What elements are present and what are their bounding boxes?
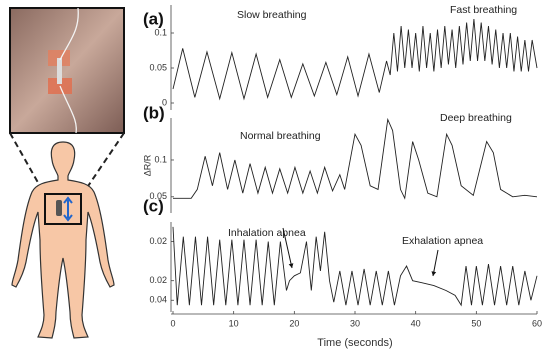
zoom-line: [9, 132, 46, 196]
annotation: Fast breathing: [450, 4, 517, 16]
y-tick-label: 0.1: [154, 27, 167, 37]
annotation: Inhalation apnea: [228, 227, 306, 239]
annotation: Deep breathing: [440, 112, 512, 124]
annotation-arrow: [432, 249, 439, 277]
x-tick-label: 20: [289, 318, 299, 328]
zoom-line: [81, 132, 125, 196]
y-tick-label: 0: [162, 97, 167, 107]
annotation: Slow breathing: [237, 9, 307, 21]
arrowhead: [63, 196, 73, 222]
x-tick-label: 30: [350, 318, 360, 328]
wire: [59, 7, 79, 134]
panel-label: (c): [143, 196, 164, 215]
annotation-arrowhead: [431, 271, 437, 276]
y-tick-label: 0.02: [149, 275, 167, 285]
data-line: [172, 226, 538, 307]
data-line: [172, 18, 538, 101]
x-tick-label: 60: [532, 318, 542, 328]
y-tick-label: 0.1: [154, 154, 167, 164]
y-tick-label: 0.05: [149, 191, 167, 201]
x-tick-label: 10: [229, 318, 239, 328]
sensor-icon: [56, 200, 62, 216]
annotation-arrowhead: [288, 263, 294, 268]
illustration: [9, 7, 125, 339]
data-line: [173, 117, 538, 200]
panel-label: (a): [143, 9, 164, 28]
photo: [9, 7, 125, 134]
x-tick-label: 40: [411, 318, 421, 328]
sensor: [57, 58, 62, 84]
x-axis-label: Time (seconds): [317, 337, 392, 349]
y-tick-label: 0.02: [149, 236, 167, 246]
x-tick-label: 50: [471, 318, 481, 328]
sensor-box: [44, 193, 82, 225]
x-tick-label: 0: [170, 318, 175, 328]
y-tick-label: 0.05: [149, 62, 167, 72]
annotation: Normal breathing: [240, 130, 321, 142]
annotation-arrow: [282, 227, 293, 269]
y-axis-label: ΔR/R: [142, 154, 152, 176]
annotation: Exhalation apnea: [402, 235, 483, 247]
y-tick-label: 0.04: [149, 295, 167, 305]
panel-label: (b): [143, 103, 165, 122]
body: [11, 141, 115, 339]
